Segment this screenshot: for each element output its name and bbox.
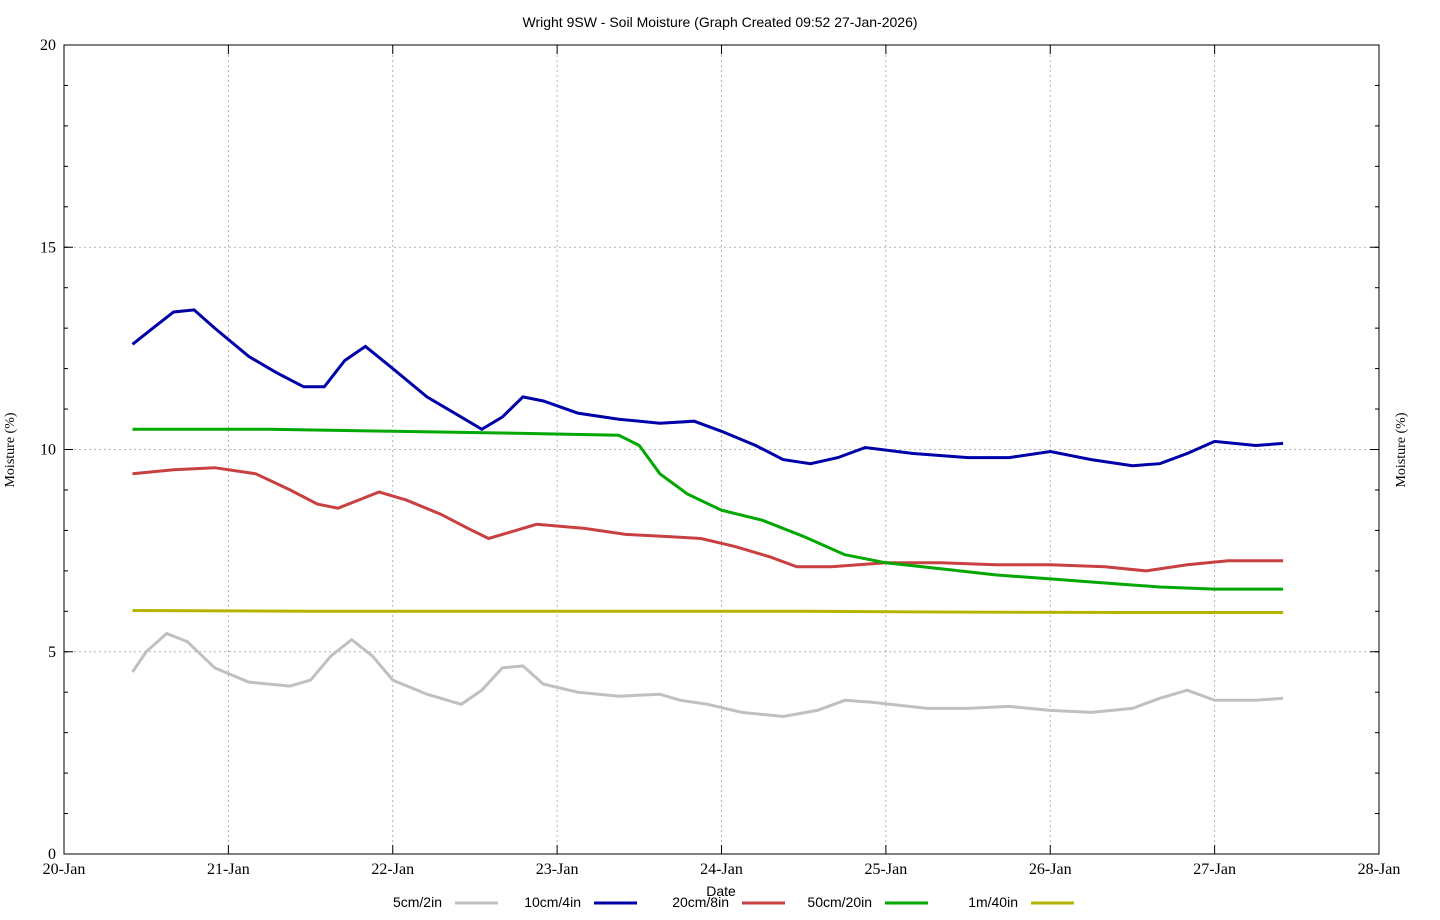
y-axis-label-left: Moisture (%)	[3, 412, 18, 487]
legend: 5cm/2in 10cm/4in 20cm/8in 50cm/20in 1m/40in	[393, 894, 1074, 910]
chart-title: Wright 9SW - Soil Moisture (Graph Create…	[522, 14, 917, 30]
x-tick-label: 26-Jan	[1029, 861, 1072, 878]
series-line-1	[131, 631, 1284, 719]
grid-layer	[64, 45, 1379, 854]
y-tick-label: 10	[40, 442, 56, 459]
x-tick-label: 28-Jan	[1358, 861, 1401, 878]
series-layer	[131, 308, 1284, 719]
legend-label: 10cm/4in	[524, 894, 581, 910]
x-tick-label: 25-Jan	[865, 861, 908, 878]
series-line-3	[132, 466, 1284, 573]
y-tick-label: 0	[48, 846, 56, 863]
y-axis-label-right: Moisture (%)	[1394, 412, 1409, 487]
legend-label: 20cm/8in	[672, 894, 729, 910]
y-tick-label: 15	[40, 239, 56, 256]
x-tick-label: 20-Jan	[43, 861, 86, 878]
y-tick-label: 5	[48, 644, 56, 661]
x-tick-label: 23-Jan	[536, 861, 579, 878]
x-tick-label: 24-Jan	[700, 861, 743, 878]
x-axis-label: Date	[706, 883, 736, 899]
x-tick-label: 21-Jan	[207, 861, 250, 878]
tick-layer	[63, 44, 1380, 855]
series-line-2	[131, 308, 1284, 468]
legend-label: 50cm/20in	[807, 894, 872, 910]
series-line-4	[132, 427, 1284, 591]
legend-label: 5cm/2in	[393, 894, 442, 910]
legend-label: 1m/40in	[968, 894, 1018, 910]
x-tick-label: 27-Jan	[1193, 861, 1236, 878]
x-tick-label: 22-Jan	[371, 861, 414, 878]
tick-label-layer: 20-Jan 21-Jan 22-Jan 23-Jan 24-Jan 25-Jan 26-J…	[40, 37, 1400, 878]
y-tick-label: 20	[40, 37, 56, 54]
series-line-5	[132, 609, 1284, 614]
